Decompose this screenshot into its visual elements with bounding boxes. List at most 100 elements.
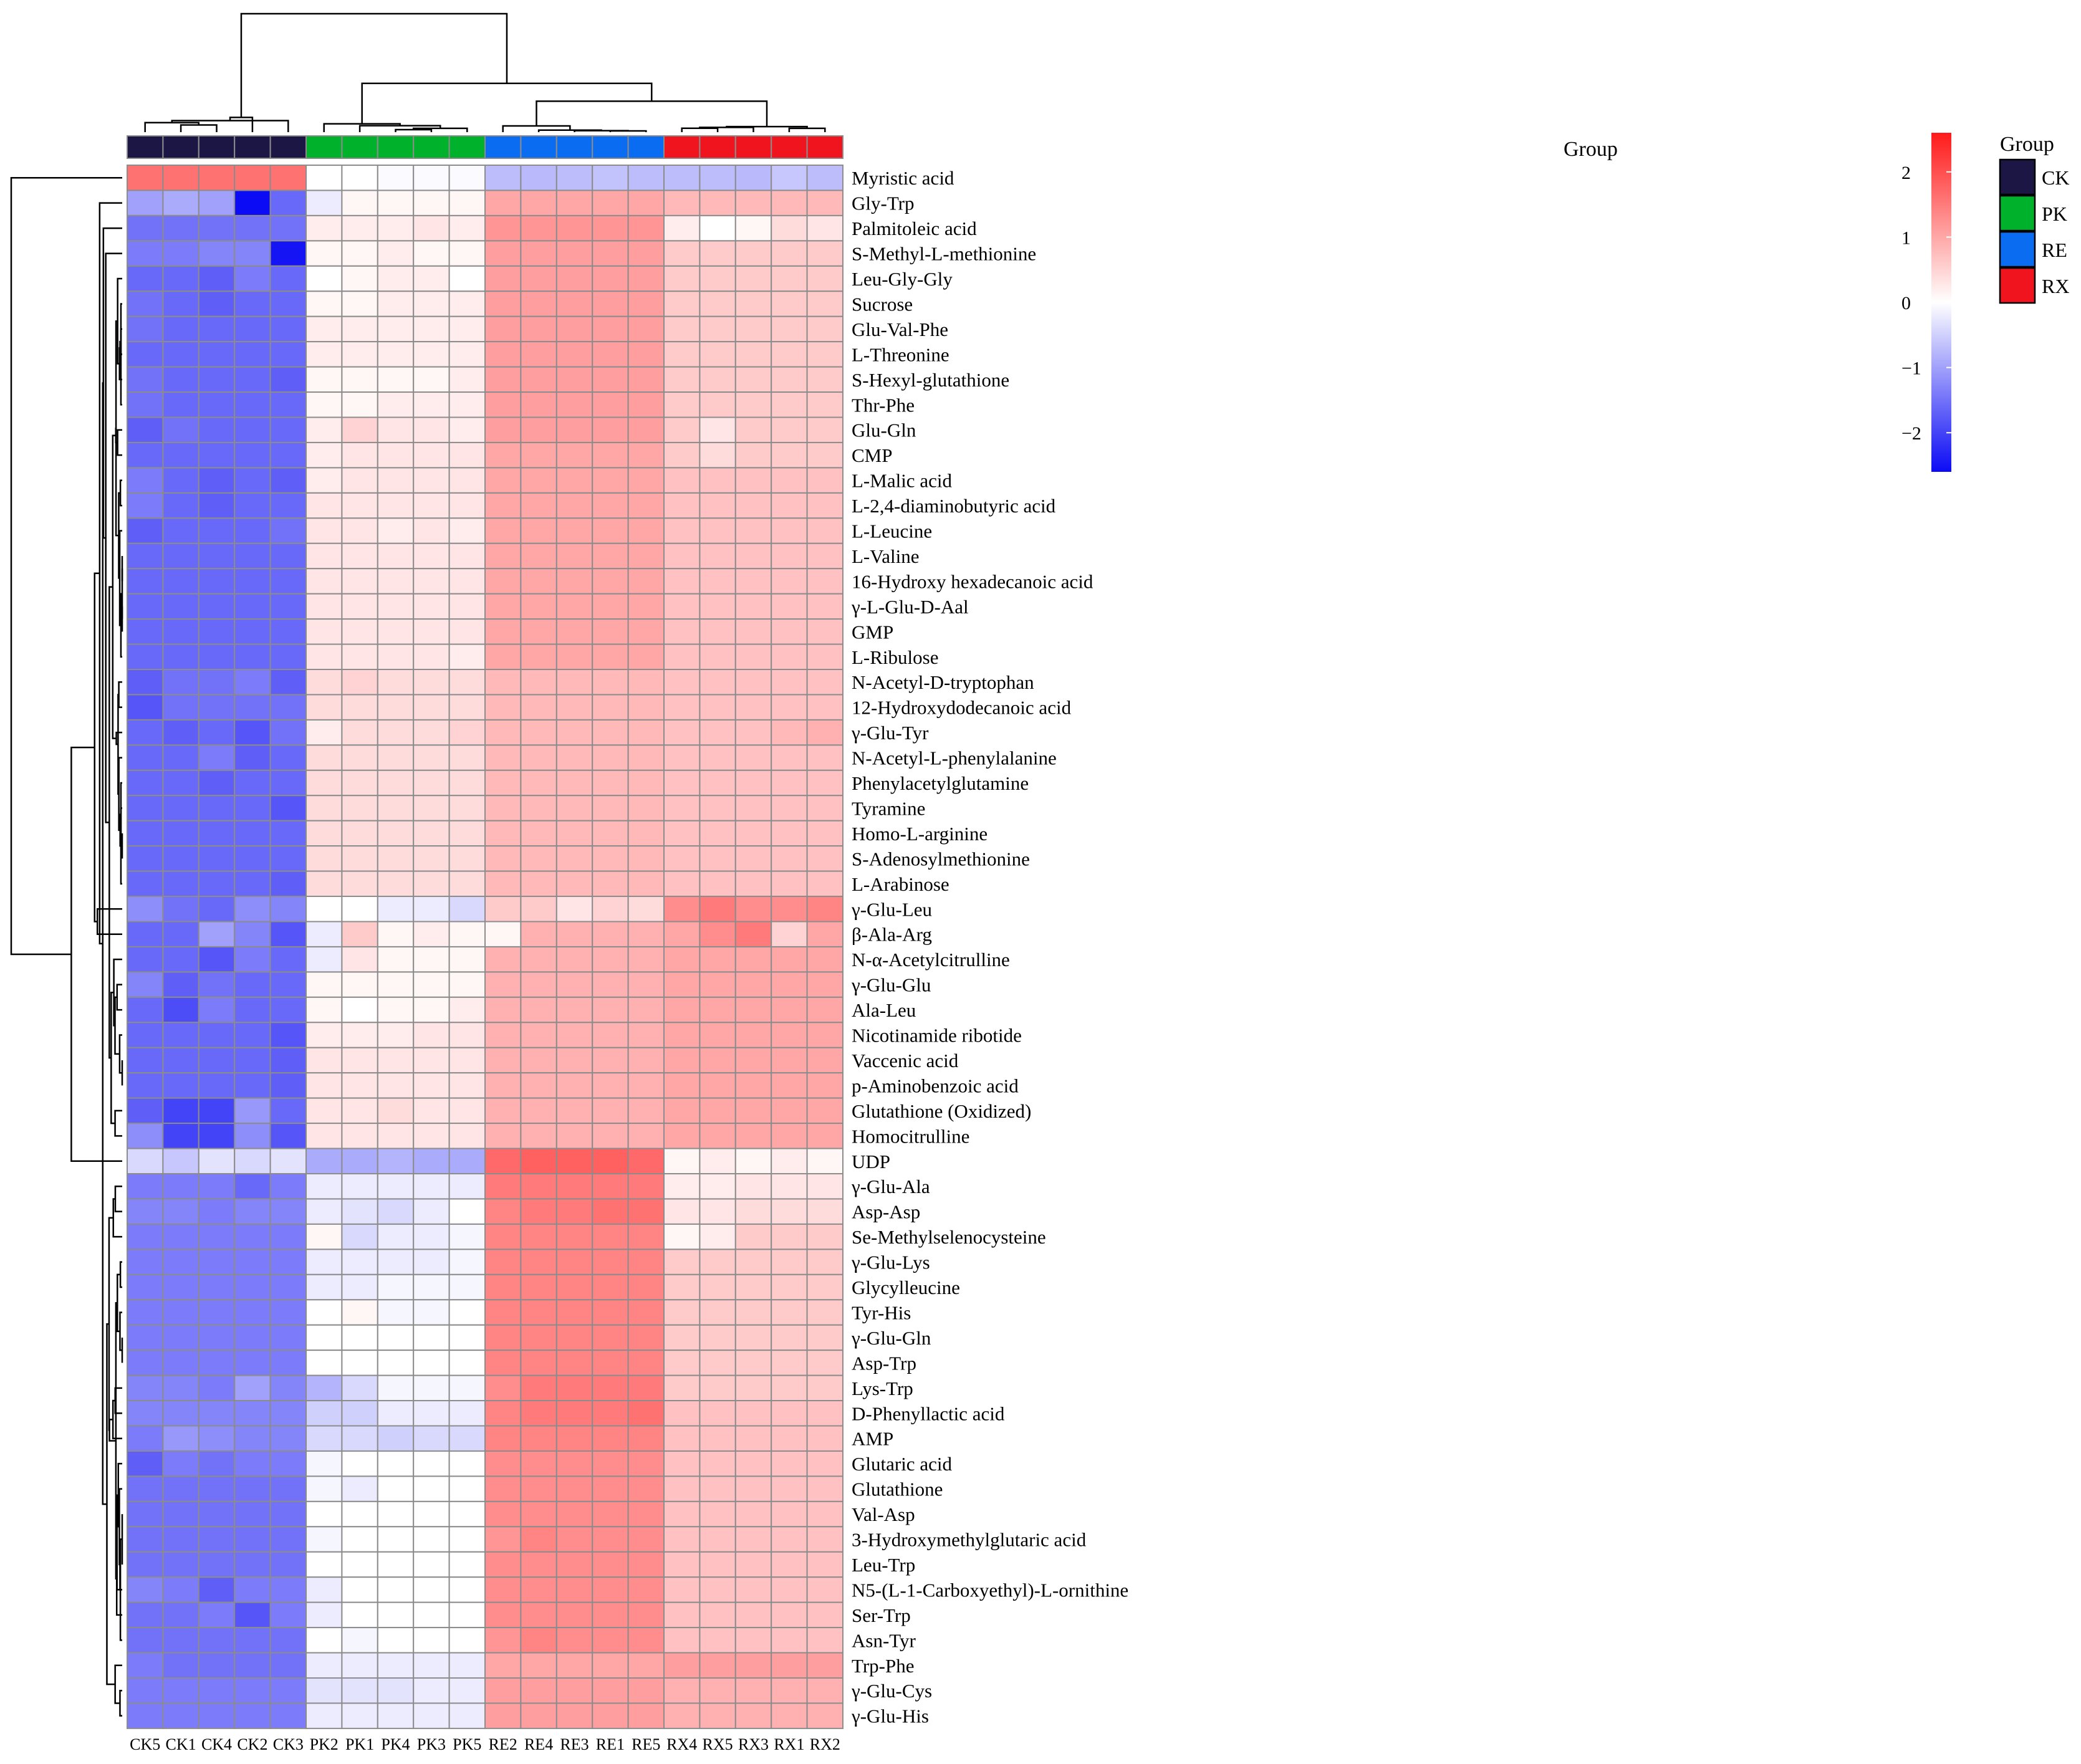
cell-16-hydroxy-hexadecanoic-acid-rx2 <box>806 568 843 595</box>
cell-glu-glu-ck4 <box>198 971 236 998</box>
cell-l-leucine-pk1 <box>341 517 378 544</box>
cell-n-acetyl-d-tryptophan-pk3 <box>413 669 450 696</box>
cell-ala-leu-re4 <box>520 996 557 1023</box>
cell-phenylacetylglutamine-pk1 <box>341 769 378 797</box>
cell-l-threonine-ck5 <box>127 341 164 368</box>
annotation-cell-ck5 <box>127 135 164 159</box>
group-annotation-bar <box>127 135 843 159</box>
cell-n-acetyl-l-phenylalanine-ck5 <box>127 744 164 771</box>
cell-asp-trp-rx3 <box>734 1349 772 1376</box>
cell-l-threonine-rx2 <box>806 341 843 368</box>
cell-l-glu-d-aal-re5 <box>627 593 665 620</box>
cell-glu-gln-ck4 <box>198 1324 236 1351</box>
cell-n5-l-1-carboxyethyl-l-ornithine-re2 <box>484 1576 522 1603</box>
cell-se-methylselenocysteine-ck2 <box>234 1223 271 1250</box>
cell-l-malic-acid-ck5 <box>127 467 164 494</box>
cell-n-acetylcitrulline-pk3 <box>413 946 450 973</box>
cell-leu-gly-gly-re4 <box>520 265 557 292</box>
cell-p-aminobenzoic-acid-ck2 <box>234 1072 271 1099</box>
cell-s-adenosylmethionine-re4 <box>520 845 557 872</box>
cell-l-threonine-re1 <box>592 341 629 368</box>
cell-glutathione-rx2 <box>806 1475 843 1502</box>
cell-thr-phe-ck5 <box>127 391 164 418</box>
column-label-ck1: CK1 <box>166 1735 196 1753</box>
cell-glu-leu-rx4 <box>663 896 701 923</box>
cell-nicotinamide-ribotide-pk3 <box>413 1022 450 1048</box>
cell-vaccenic-acid-ck3 <box>269 1047 307 1074</box>
cell-n-acetylcitrulline-pk4 <box>377 946 415 973</box>
legend-swatch-pk <box>1999 194 2036 232</box>
cell-glu-cys-pk4 <box>377 1677 415 1704</box>
cell-nicotinamide-ribotide-rx5 <box>699 1022 736 1048</box>
cell-tyr-his-pk5 <box>448 1299 486 1326</box>
cell-glutathione-re1 <box>592 1475 629 1502</box>
cell-glu-gln-ck5 <box>127 1324 164 1351</box>
cell-p-aminobenzoic-acid-rx2 <box>806 1072 843 1099</box>
cell-glu-glu-pk5 <box>448 971 486 998</box>
cell-vaccenic-acid-re2 <box>484 1047 522 1074</box>
cell-n-acetyl-l-phenylalanine-pk4 <box>377 744 415 771</box>
row-dendrogram-branch-28 <box>108 586 113 1059</box>
cell-glu-lys-pk2 <box>305 1249 343 1275</box>
cell-glycylleucine-re4 <box>520 1273 557 1301</box>
cell-asp-trp-pk1 <box>341 1349 378 1376</box>
cell-thr-phe-pk1 <box>341 391 378 418</box>
cell-nicotinamide-ribotide-rx4 <box>663 1022 701 1048</box>
cell-glutathione-oxidized-pk3 <box>413 1097 450 1124</box>
cell-myristic-acid-rx3 <box>734 165 772 191</box>
cell-glu-his-rx2 <box>806 1702 843 1729</box>
cell-amp-ck1 <box>162 1425 199 1452</box>
cell-glutathione-oxidized-ck2 <box>234 1097 271 1124</box>
cell-trp-phe-pk1 <box>341 1652 378 1679</box>
cell-glu-lys-ck5 <box>127 1249 164 1275</box>
cell-leu-trp-pk2 <box>305 1551 343 1578</box>
cell-d-phenyllactic-acid-re4 <box>520 1400 557 1427</box>
cell-12-hydroxydodecanoic-acid-pk1 <box>341 694 378 721</box>
color-scale-tick-label-4: 2 <box>1901 163 1911 183</box>
cell-16-hydroxy-hexadecanoic-acid-re5 <box>627 568 665 595</box>
cell-glu-glu-rx1 <box>771 971 808 998</box>
cell-s-hexyl-glutathione-pk1 <box>341 366 378 393</box>
cell-glu-val-phe-re2 <box>484 315 522 343</box>
cell-s-adenosylmethionine-ck1 <box>162 845 199 872</box>
cell-homo-l-arginine-ck5 <box>127 820 164 847</box>
cell-n-acetyl-l-phenylalanine-rx3 <box>734 744 772 771</box>
cell-glu-ala-rx1 <box>771 1173 808 1200</box>
cell-glutaric-acid-ck2 <box>234 1450 271 1477</box>
cell-asn-tyr-ck3 <box>269 1627 307 1654</box>
cell-ala-leu-pk5 <box>448 996 486 1023</box>
cell-nicotinamide-ribotide-pk1 <box>341 1022 378 1048</box>
cell-glutathione-oxidized-rx3 <box>734 1097 772 1124</box>
cell-s-methyl-l-methionine-pk1 <box>341 240 378 267</box>
cell-glu-lys-re2 <box>484 1249 522 1275</box>
cell-l-2-4-diaminobutyric-acid-rx3 <box>734 492 772 519</box>
cell-l-leucine-rx2 <box>806 517 843 544</box>
cell-homo-l-arginine-pk3 <box>413 820 450 847</box>
cell-l-arabinose-rx1 <box>771 870 808 898</box>
cell-glutathione-oxidized-pk4 <box>377 1097 415 1124</box>
cell-cmp-rx3 <box>734 441 772 469</box>
cell-phenylacetylglutamine-rx2 <box>806 769 843 797</box>
cell-homocitrulline-ck5 <box>127 1123 164 1149</box>
cell-l-ribulose-ck3 <box>269 643 307 671</box>
cell-udp-ck1 <box>162 1148 199 1175</box>
cell-ser-trp-pk4 <box>377 1601 415 1629</box>
cell-gmp-rx4 <box>663 618 701 645</box>
cell-myristic-acid-rx2 <box>806 165 843 191</box>
row-label-tyr-his: Tyr-His <box>852 1301 911 1323</box>
cell-glu-ala-re4 <box>520 1173 557 1200</box>
cell-l-ribulose-rx2 <box>806 643 843 671</box>
cell-n-acetylcitrulline-rx5 <box>699 946 736 973</box>
cell-l-2-4-diaminobutyric-acid-pk3 <box>413 492 450 519</box>
row-label-l-malic-acid: L-Malic acid <box>852 470 952 492</box>
cell-vaccenic-acid-ck4 <box>198 1047 236 1074</box>
cell-l-2-4-diaminobutyric-acid-rx5 <box>699 492 736 519</box>
cell-l-glu-d-aal-ck3 <box>269 593 307 620</box>
cell-l-ribulose-pk4 <box>377 643 415 671</box>
cell-glutathione-pk1 <box>341 1475 378 1502</box>
cell-s-hexyl-glutathione-pk5 <box>448 366 486 393</box>
cell-myristic-acid-ck3 <box>269 165 307 191</box>
cell-homo-l-arginine-ck3 <box>269 820 307 847</box>
cell-s-hexyl-glutathione-rx2 <box>806 366 843 393</box>
cell-tyramine-re3 <box>555 795 594 822</box>
